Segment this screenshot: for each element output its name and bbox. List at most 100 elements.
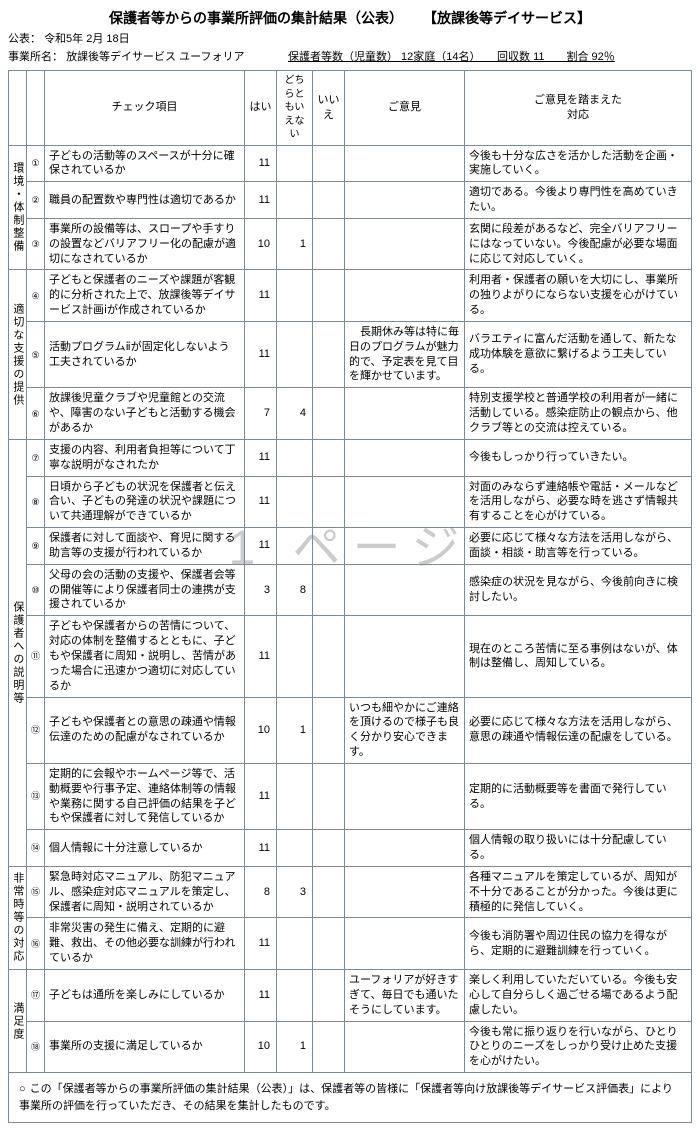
table-row: ⑨保護者に対して面談や、育児に関する助言等の支援が行われているか11必要に応じて…	[9, 528, 692, 565]
row-response: 今後も十分な広さを活かした活動を企画・実施していく。	[465, 145, 692, 182]
row-response: 楽しく利用していただいている。今後も安心して自分らしく過ごせる場であるよう配慮し…	[465, 970, 692, 1022]
evaluation-table: チェック項目 はい どちらともいえない いいえ ご意見 ご意見を踏まえた 対応 …	[8, 70, 692, 1073]
row-item: 父母の会の活動の支援や、保護者会等の開催等により保護者同士の連携が支援されている…	[45, 564, 245, 616]
publish-label: 公表：	[8, 33, 41, 45]
row-do: 8	[277, 564, 313, 616]
row-item: 日頃から子どもの状況を保護者と伝え合い、子どもの発達の状況や課題について共通理解…	[45, 476, 245, 528]
row-response: 定期的に活動概要等を書面で発行している。	[465, 763, 692, 829]
row-item: 事業所の設備等は、スロープや手すりの設置などバリアフリー化の配慮が適切になされて…	[45, 218, 245, 270]
row-response: 各種マニュアルを策定しているが、周知が不十分であることが分かった。今後は更に積極…	[465, 866, 692, 918]
row-do	[277, 918, 313, 970]
row-iie	[313, 218, 345, 270]
row-response: 今後も常に振り返りを行いながら、ひとりひとりのニーズをしっかり受け止めた支援を心…	[465, 1021, 692, 1073]
biz-label: 事業所名：	[8, 51, 63, 63]
row-no: ⑩	[27, 564, 45, 616]
row-do	[277, 321, 313, 387]
row-do: 1	[277, 697, 313, 763]
row-no: ⑪	[27, 616, 45, 697]
header-hai: はい	[245, 71, 277, 146]
row-iie	[313, 439, 345, 476]
row-opinion: ユーフォリアが好きすぎて、毎日でも通いたそうにしています。	[345, 970, 465, 1022]
row-hai: 11	[245, 528, 277, 565]
row-iie	[313, 476, 345, 528]
row-opinion	[345, 763, 465, 829]
row-iie	[313, 388, 345, 440]
row-opinion	[345, 439, 465, 476]
row-iie	[313, 528, 345, 565]
row-opinion	[345, 1021, 465, 1073]
row-response: 適切である。今後より専門性を高めていきたい。	[465, 182, 692, 219]
row-response: 特別支援学校と普通学校の利用者が一緒に活動している。感染症防止の観点から、他クラ…	[465, 388, 692, 440]
row-response: 今後も消防署や周辺住民の協力を得ながら、定期的に避難訓練を行っていく。	[465, 918, 692, 970]
row-opinion	[345, 866, 465, 918]
table-row: ⑪子どもや保護者からの苦情について、対応の体制を整備するとともに、子どもや保護者…	[9, 616, 692, 697]
biz-name: 放課後等デイサービス ユーフォリア	[66, 51, 244, 63]
row-hai: 11	[245, 763, 277, 829]
row-opinion	[345, 564, 465, 616]
table-row: ⑤活動プログラムⅱが固定化しないよう工夫されているか11 長期休み等は特に毎日の…	[9, 321, 692, 387]
row-hai: 3	[245, 564, 277, 616]
header-opinion: ご意見	[345, 71, 465, 146]
row-response: 利用者・保護者の願いを大切にし、事業所の独りよがりにならない支援を心がけている。	[465, 270, 692, 322]
row-do: 1	[277, 1021, 313, 1073]
row-no: ⑬	[27, 763, 45, 829]
row-iie	[313, 918, 345, 970]
table-row: ⑫子どもや保護者との意思の疎通や情報伝達のための配慮がなされているか101いつも…	[9, 697, 692, 763]
row-hai: 11	[245, 321, 277, 387]
table-row: ⑧日頃から子どもの状況を保護者と伝え合い、子どもの発達の状況や課題について共通理…	[9, 476, 692, 528]
row-hai: 7	[245, 388, 277, 440]
row-iie	[313, 270, 345, 322]
row-do	[277, 616, 313, 697]
row-hai: 11	[245, 476, 277, 528]
row-no: ⑱	[27, 1021, 45, 1073]
row-do	[277, 763, 313, 829]
row-item: 子どもの活動等のスペースが十分に確保されているか	[45, 145, 245, 182]
row-iie	[313, 830, 345, 867]
row-hai: 8	[245, 866, 277, 918]
row-iie	[313, 866, 345, 918]
row-opinion	[345, 388, 465, 440]
table-row: ⑩父母の会の活動の支援や、保護者会等の開催等により保護者同士の連携が支援されてい…	[9, 564, 692, 616]
row-item: 緊急時対応マニュアル、防犯マニュアル、感染症対応マニュアルを策定し、保護者に周知…	[45, 866, 245, 918]
row-item: 事業所の支援に満足しているか	[45, 1021, 245, 1073]
row-do: 4	[277, 388, 313, 440]
row-do	[277, 182, 313, 219]
header-iie: いいえ	[313, 71, 345, 146]
row-iie	[313, 1021, 345, 1073]
row-do	[277, 476, 313, 528]
row-hai: 11	[245, 439, 277, 476]
row-no: ⑭	[27, 830, 45, 867]
row-do	[277, 528, 313, 565]
row-iie	[313, 182, 345, 219]
row-item: 職員の配置数や専門性は適切であるか	[45, 182, 245, 219]
category-label: 環境・体制整備	[9, 145, 27, 270]
row-item: 活動プログラムⅱが固定化しないよう工夫されているか	[45, 321, 245, 387]
header-blank2	[27, 71, 45, 146]
row-iie	[313, 564, 345, 616]
row-opinion	[345, 218, 465, 270]
row-iie	[313, 697, 345, 763]
row-no: ⑦	[27, 439, 45, 476]
row-opinion	[345, 476, 465, 528]
row-hai: 11	[245, 182, 277, 219]
table-row: 非常時等の対応⑮緊急時対応マニュアル、防犯マニュアル、感染症対応マニュアルを策定…	[9, 866, 692, 918]
table-row: 適切な支援の提供④子どもと保護者のニーズや課題が客観的に分析された上で、放課後等…	[9, 270, 692, 322]
header-blank1	[9, 71, 27, 146]
row-do	[277, 270, 313, 322]
row-no: ⑮	[27, 866, 45, 918]
table-row: ⑥放課後児童クラブや児童館との交流や、障害のない子どもと活動する機会があるか74…	[9, 388, 692, 440]
category-label: 満足度	[9, 970, 27, 1073]
row-opinion	[345, 830, 465, 867]
row-no: ②	[27, 182, 45, 219]
row-response: 必要に応じて様々な方法を活用しながら、意思の疎通や情報伝達の配慮をしている。	[465, 697, 692, 763]
row-do: 3	[277, 866, 313, 918]
row-opinion	[345, 182, 465, 219]
page-subtitle: 【放課後等デイサービス】	[423, 8, 591, 28]
row-item: 放課後児童クラブや児童館との交流や、障害のない子どもと活動する機会があるか	[45, 388, 245, 440]
footer-text: この「保護者等からの事業所評価の集計結果（公表）」は、保護者等の皆様に「保護者等…	[19, 1083, 673, 1112]
row-opinion	[345, 270, 465, 322]
row-response: 感染症の状況を見ながら、今後前向きに検討したい。	[465, 564, 692, 616]
row-no: ⑨	[27, 528, 45, 565]
row-no: ⑤	[27, 321, 45, 387]
table-row: ②職員の配置数や専門性は適切であるか11 適切である。今後より専門性を高めていきた…	[9, 182, 692, 219]
